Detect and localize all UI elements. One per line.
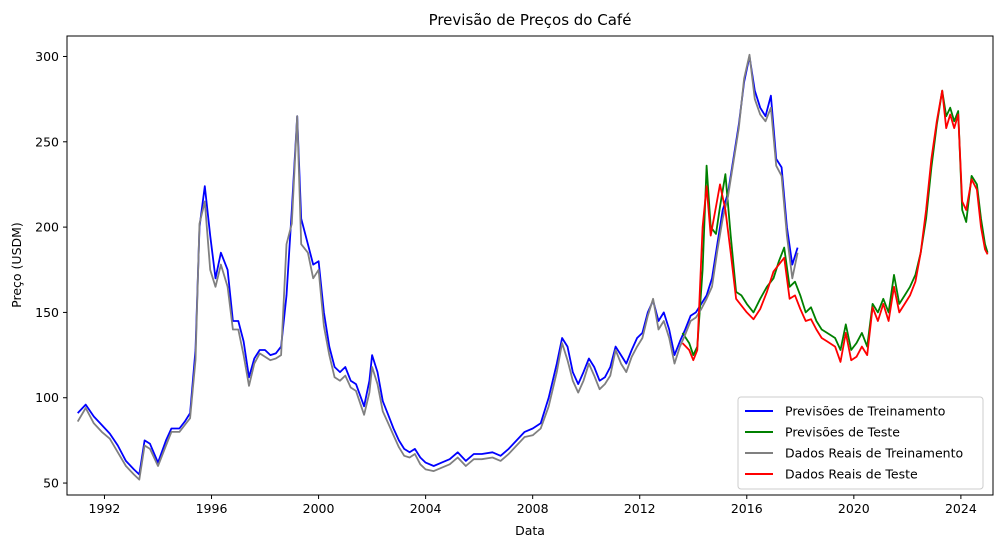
x-tick-label: 2008 (517, 501, 549, 516)
x-axis: 1992 1996 2000 2004 2008 2012 2016 2020 2024 (89, 495, 977, 516)
y-tick-label: 250 (35, 134, 59, 149)
plot-frame (66, 35, 994, 496)
legend-label: Dados Reais de Treinamento (785, 446, 963, 461)
y-tick-label: 150 (35, 305, 59, 320)
series-line-3 (681, 89, 989, 363)
x-axis-title: Data (515, 523, 545, 538)
x-tick-label: 1992 (89, 501, 121, 516)
y-tick-label: 50 (43, 476, 59, 491)
x-tick-label: 2012 (624, 501, 656, 516)
x-tick-label: 2004 (410, 501, 442, 516)
legend-label: Previsões de Teste (785, 425, 900, 440)
series-line-1 (681, 89, 989, 356)
series-line-0 (77, 55, 799, 476)
legend-label: Previsões de Treinamento (785, 404, 945, 419)
legend-box (737, 396, 984, 490)
y-tick-label: 300 (35, 49, 59, 64)
y-tick-label: 100 (35, 390, 59, 405)
x-tick-label: 1996 (196, 501, 228, 516)
y-tick-label: 200 (35, 220, 59, 235)
legend: Previsões de Treinamento Previsões de Tes… (737, 396, 984, 490)
y-axis: 50 100 150 200 250 300 (35, 49, 67, 491)
x-tick-label: 2024 (945, 501, 977, 516)
series-line-2 (76, 53, 799, 481)
legend-items: Previsões de Treinamento Previsões de Tes… (745, 404, 963, 482)
x-tick-label: 2020 (838, 501, 870, 516)
x-tick-label: 2016 (731, 501, 763, 516)
x-tick-label: 2000 (303, 501, 335, 516)
legend-label: Dados Reais de Teste (785, 467, 918, 482)
series-layer (76, 53, 989, 481)
chart-title: Previsão de Preços do Café (429, 11, 632, 29)
y-axis-title: Preço (USDM) (9, 222, 24, 308)
